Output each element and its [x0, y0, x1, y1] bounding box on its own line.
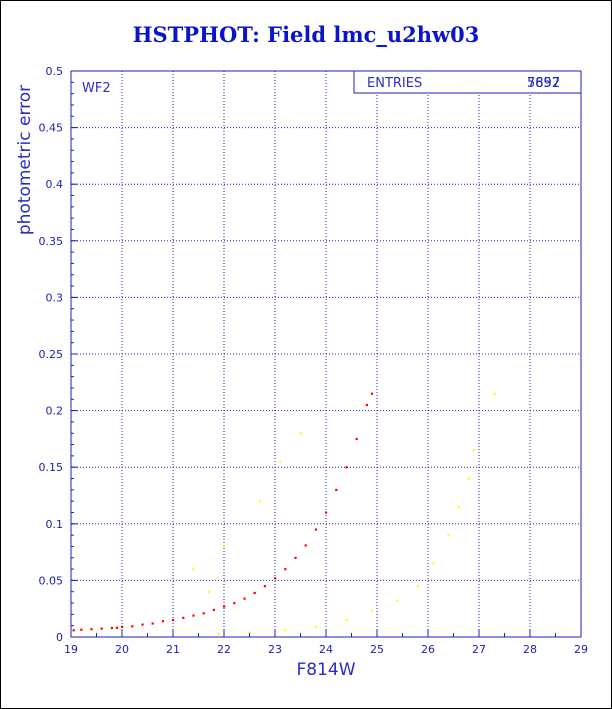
data-point — [253, 591, 256, 595]
x-tick-label: 26 — [421, 643, 435, 656]
secondary-data-point — [345, 619, 348, 622]
data-point — [192, 614, 195, 617]
data-point — [115, 626, 119, 629]
x-tick-label: 22 — [217, 643, 231, 656]
y-tick-label: 0.2 — [46, 405, 64, 418]
secondary-data-point — [493, 392, 496, 395]
x-tick-label: 23 — [268, 643, 282, 656]
data-point — [355, 437, 358, 441]
panel-label: WF2 — [82, 81, 111, 96]
secondary-data-point — [258, 500, 261, 503]
y-tick-label: 0 — [56, 631, 63, 644]
data-point — [182, 616, 185, 619]
data-point — [121, 625, 124, 629]
secondary-data-point — [370, 609, 374, 613]
ticks: 19 20 21 22 23 24 25 26 27 28 29 0 0.05 0.1 0.15 0.2 0.2… — [39, 65, 589, 656]
stats-box-label: ENTRIES — [367, 76, 422, 91]
data-point — [141, 623, 144, 626]
x-tick-label: 21 — [166, 643, 180, 656]
y-tick-label: 0.35 — [39, 235, 64, 248]
x-tick-label: 29 — [574, 643, 588, 656]
secondary-data-point — [299, 432, 302, 435]
chart-title: HSTPHOT: Field lmc_u2hw03 — [132, 22, 480, 47]
data-point — [72, 629, 75, 632]
stats-box: ENTRIES 7697 5852 — [353, 70, 582, 94]
y-tick-label: 0.4 — [46, 178, 64, 191]
secondary-data-point — [217, 632, 221, 635]
y-tick-label: 0.3 — [46, 291, 64, 304]
data-point — [325, 511, 328, 514]
y-tick-label: 0.5 — [46, 65, 64, 78]
data-point — [161, 620, 164, 623]
data-point — [243, 597, 246, 600]
data-point — [263, 585, 266, 588]
secondary-data-point — [457, 505, 460, 509]
data-point — [151, 622, 154, 625]
secondary-data-point — [472, 449, 476, 452]
secondary-data-point — [314, 625, 317, 629]
data-point — [284, 568, 287, 571]
data-point — [274, 577, 277, 580]
x-tick-label: 25 — [370, 643, 384, 656]
secondary-data-point — [223, 545, 226, 548]
x-axis-title: F814W — [296, 660, 355, 680]
data-point — [314, 528, 317, 531]
secondary-data-point — [416, 585, 419, 588]
data-point — [110, 626, 113, 630]
data-point — [172, 619, 175, 622]
stats-box-value-a: 7697 — [527, 76, 560, 91]
secondary-data-point — [467, 477, 470, 480]
secondary-data-point — [279, 460, 282, 463]
y-tick-label: 0.25 — [39, 348, 64, 361]
data-point — [294, 556, 297, 559]
x-tick-label: 19 — [64, 643, 78, 656]
data-point — [335, 488, 338, 492]
secondary-data-point — [192, 568, 195, 571]
y-tick-label: 0.1 — [46, 518, 64, 531]
data-point — [223, 605, 226, 608]
data-point — [80, 628, 83, 631]
data-point — [345, 466, 348, 469]
x-tick-label: 27 — [472, 643, 486, 656]
secondary-data-point — [396, 599, 399, 602]
y-axis-title: photometric error — [15, 85, 35, 235]
y-tick-label: 0.15 — [39, 461, 64, 474]
y-tick-label: 0.45 — [39, 122, 64, 135]
data-point — [90, 628, 93, 631]
x-tick-label: 24 — [319, 643, 333, 656]
data-point — [212, 608, 215, 612]
data-point — [202, 612, 205, 615]
data-point — [233, 602, 236, 605]
x-tick-label: 20 — [115, 643, 129, 656]
stats-box-value-b: 5852 — [527, 76, 560, 91]
data-point — [304, 544, 307, 547]
data-points — [72, 392, 496, 635]
data-point — [370, 392, 374, 395]
x-tick-label: 28 — [523, 643, 537, 656]
data-point — [131, 625, 134, 628]
y-tick-label: 0.05 — [39, 574, 64, 587]
data-point — [365, 403, 368, 407]
secondary-data-point — [432, 562, 435, 565]
data-point — [100, 627, 103, 630]
secondary-data-point — [447, 534, 450, 537]
secondary-data-point — [207, 590, 210, 593]
secondary-data-point — [284, 629, 287, 632]
secondary-data-point — [248, 631, 251, 634]
grid — [71, 71, 581, 637]
